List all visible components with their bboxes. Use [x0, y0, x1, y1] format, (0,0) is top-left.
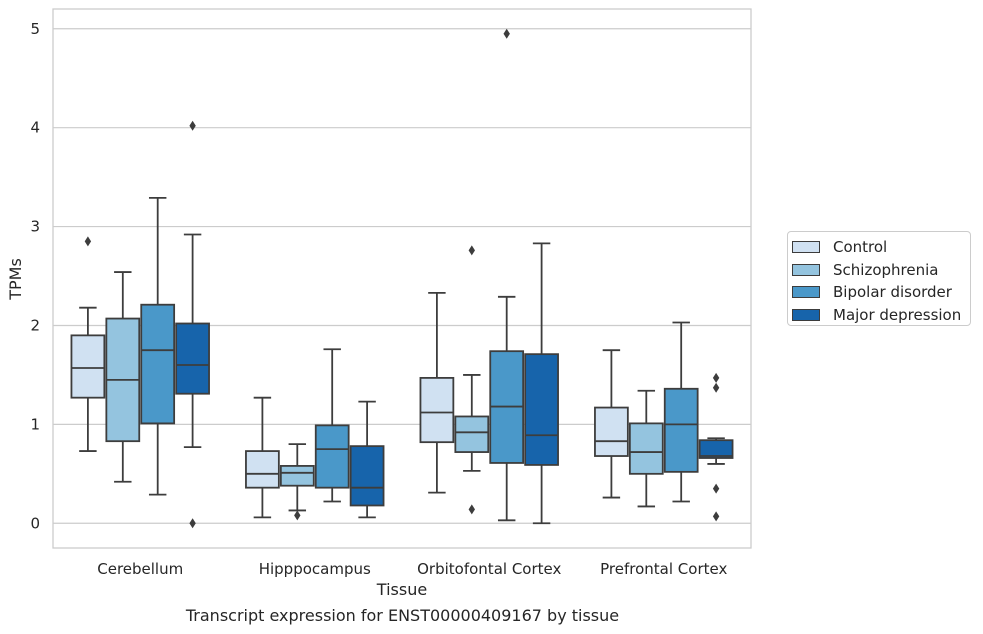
box-iqr [698, 439, 734, 459]
legend-swatch-schizophrenia [792, 263, 820, 276]
box-major-depression [524, 242, 559, 525]
box-control [419, 291, 455, 494]
outlier-point [294, 510, 301, 521]
box-major-depression [698, 372, 734, 522]
box-schizophrenia [279, 443, 315, 521]
y-axis-ticks: 0 1 2 3 4 5 [30, 20, 40, 532]
box-series [70, 28, 734, 529]
box-iqr [628, 422, 664, 475]
legend-swatch-bipolar-disorder [792, 286, 820, 299]
outlier-point [712, 511, 720, 522]
y-tick-label: 3 [30, 218, 40, 236]
plot-frame [52, 8, 752, 549]
box-schizophrenia [628, 389, 664, 508]
box-iqr [279, 465, 315, 487]
legend-swatch-control [792, 241, 820, 254]
outlier-point [84, 236, 92, 247]
box-bipolar-disorder [489, 28, 525, 522]
box-bipolar-disorder [314, 348, 350, 503]
box-iqr [175, 322, 210, 395]
x-tick-label: Hipppocampus [259, 560, 371, 578]
box-iqr [314, 424, 350, 489]
outlier-point [712, 382, 720, 393]
box-control [70, 236, 106, 452]
x-axis-ticks: Cerebellum Hipppocampus Orbitofontal Corte… [97, 560, 727, 578]
box-iqr [349, 445, 385, 507]
legend-label-bipolar-disorder: Bipolar disorder [833, 283, 952, 302]
legend-label-control: Control [833, 238, 888, 257]
y-tick-label: 2 [30, 316, 40, 334]
box-control [245, 396, 280, 519]
chart-caption: Transcript expression for ENST0000040916… [185, 606, 620, 625]
outlier-point [468, 245, 475, 256]
y-tick-label: 0 [30, 514, 40, 532]
box-iqr [524, 353, 559, 466]
box-iqr [419, 376, 455, 444]
box-major-depression [175, 120, 210, 529]
outlier-point [468, 504, 475, 515]
legend-item-schizophrenia: Schizophrenia [792, 259, 970, 282]
box-iqr [594, 406, 629, 457]
box-iqr [663, 387, 699, 473]
box-bipolar-disorder [663, 321, 699, 503]
box-major-depression [349, 400, 385, 519]
outlier-point [503, 28, 510, 39]
y-tick-label: 5 [30, 20, 40, 38]
y-tick-label: 4 [30, 119, 40, 137]
x-axis-title: Tissue [376, 580, 427, 599]
x-tick-label: Prefrontal Cortex [600, 560, 727, 578]
legend-label-schizophrenia: Schizophrenia [833, 260, 939, 279]
outlier-point [189, 120, 196, 131]
legend-item-control: Control [792, 236, 970, 259]
box-iqr [454, 415, 490, 453]
legend-swatch-major-depression [792, 308, 820, 321]
box-control [594, 349, 629, 499]
outlier-point [712, 483, 720, 494]
box-schizophrenia [454, 245, 490, 515]
legend-item-bipolar-disorder: Bipolar disorder [792, 281, 970, 304]
box-bipolar-disorder [140, 196, 176, 496]
y-tick-label: 1 [30, 415, 40, 433]
box-iqr [70, 334, 106, 399]
y-axis-title: TPMs [6, 258, 25, 301]
legend-item-major-depression: Major depression [792, 304, 970, 327]
box-iqr [245, 450, 280, 489]
legend: Control Schizophrenia Bipolar disorder M… [787, 231, 971, 326]
box-schizophrenia [105, 271, 141, 483]
outlier-point [189, 518, 196, 529]
outlier-point [712, 372, 720, 383]
legend-label-major-depression: Major depression [833, 305, 962, 324]
x-tick-label: Orbitofontal Cortex [417, 560, 561, 578]
x-tick-label: Cerebellum [97, 560, 183, 578]
box-iqr [140, 303, 176, 425]
